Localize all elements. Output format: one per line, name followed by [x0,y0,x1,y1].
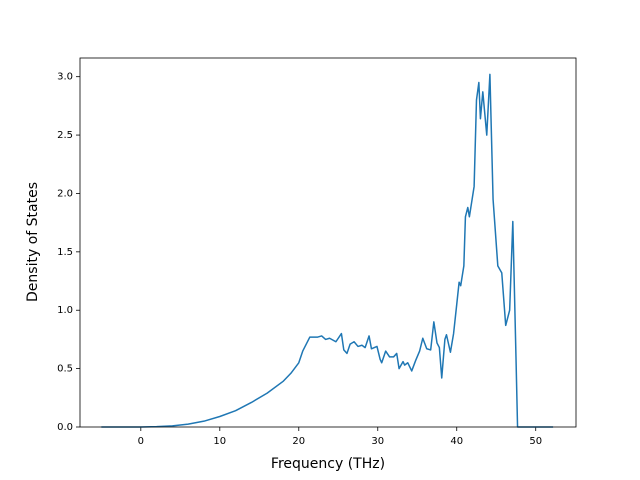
y-axis-label: Density of States [25,182,41,302]
x-tick-label: 40 [450,436,463,447]
x-tick-label: 30 [371,436,384,447]
x-tick-label: 20 [292,436,305,447]
y-tick-label: 3.0 [57,72,73,83]
y-tick-label: 2.5 [57,130,73,141]
y-tick-label: 1.5 [57,247,73,258]
line-series [101,73,554,428]
x-tick-label: 0 [138,436,144,447]
y-tick-label: 0.0 [57,422,73,433]
x-tick-label: 10 [213,436,226,447]
x-tick-label: 50 [529,436,542,447]
plot-frame [79,57,577,428]
x-axis-label: Frequency (THz) [271,456,385,472]
y-tick-label: 2.0 [57,188,73,199]
y-tick-label: 0.5 [57,364,73,375]
y-tick-label: 1.0 [57,305,73,316]
